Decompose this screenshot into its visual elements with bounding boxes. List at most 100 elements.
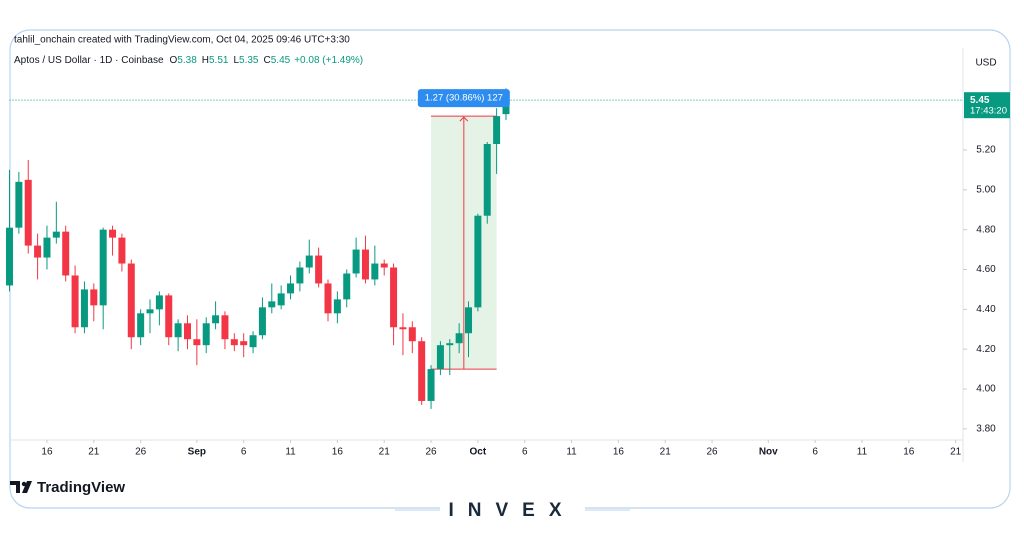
frame-gap [440, 500, 585, 516]
candle-body [436, 345, 444, 370]
candle-body [174, 323, 182, 338]
brand: TradingView [37, 479, 125, 496]
candle-body [137, 313, 145, 338]
candle-body [62, 231, 70, 276]
x-tick-label: 16 [332, 447, 344, 458]
legend-value: 5.35 [239, 55, 259, 66]
candle-body [474, 215, 482, 308]
candle-body [408, 327, 416, 342]
frame [9, 29, 1011, 509]
logo-icon [10, 481, 32, 493]
y-tick-label: 5.20 [976, 145, 996, 156]
candle-body [371, 263, 379, 280]
candle-body [202, 323, 210, 346]
candle-body [240, 341, 248, 346]
x-tick-label: 16 [613, 447, 625, 458]
candle-body [230, 339, 238, 346]
legend-change: +0.08 (+1.49%) [294, 55, 363, 66]
candle-body [343, 273, 351, 300]
x-tick-label: 26 [135, 447, 147, 458]
y-tick-label: 4.40 [976, 304, 996, 315]
x-tick-label: 21 [88, 447, 100, 458]
candle-body [155, 295, 163, 310]
candle-body [43, 237, 51, 258]
candle-body [34, 245, 42, 258]
candle-body [380, 263, 388, 268]
x-tick-label: 16 [903, 447, 915, 458]
y-tick-label: 4.60 [976, 264, 996, 275]
x-tick-label: 21 [660, 447, 672, 458]
x-tick-label: 21 [379, 447, 391, 458]
legend-key: L [233, 55, 239, 66]
candle-body [296, 267, 304, 284]
candle-body [333, 299, 341, 314]
candle-body [221, 315, 229, 340]
price-tag-countdown: 17:43:20 [970, 106, 1007, 117]
x-tick-label: 6 [522, 447, 528, 458]
candle-body [305, 255, 313, 268]
attribution: tahlil_onchain created with TradingView.… [14, 35, 350, 46]
x-tick-label: 26 [425, 447, 437, 458]
x-tick-label: Oct [470, 447, 487, 458]
x-tick-label: 11 [285, 447, 296, 458]
x-tick-label: 11 [566, 447, 577, 458]
candle-body [6, 227, 13, 286]
y-tick-label: 5.00 [976, 184, 996, 195]
candle-body [249, 335, 257, 348]
legend: Aptos / US Dollar · 1D · Coinbase O5.38 H5… [14, 55, 363, 66]
plot: 3.80 4.00 4.20 4.40 4.60 4.80 5.00 5.20 16 21 26 Se… [6, 88, 1010, 458]
x-tick-label: Nov [759, 447, 778, 458]
candle-body [71, 275, 79, 328]
candle-body [52, 231, 60, 238]
candle-body [80, 289, 88, 328]
legend-key: H [202, 55, 209, 66]
candle-body [455, 333, 463, 344]
y-tick-label: 4.20 [976, 344, 996, 355]
price-tag-value: 5.45 [970, 95, 990, 106]
candle-body [15, 181, 23, 228]
watermark: INVEX [448, 500, 575, 521]
x-tick-label: 6 [241, 447, 247, 458]
candle-body [502, 100, 510, 115]
legend-value: 5.38 [177, 55, 197, 66]
price-tag [964, 92, 1010, 119]
candle-body [212, 315, 220, 324]
x-tick-label: Sep [188, 447, 206, 458]
measure-arrowhead [459, 116, 469, 122]
candle-body [258, 307, 266, 336]
measure-label: 1.27 (30.86%) 127 [425, 93, 503, 104]
candle-body [109, 229, 117, 238]
candle-body [483, 144, 491, 216]
tradingview-logo: TradingView [10, 479, 125, 496]
candle-body [315, 255, 323, 284]
y-tick-label: 4.00 [976, 384, 996, 395]
candle-body [183, 323, 191, 340]
candle-body [165, 295, 173, 338]
candle-body [146, 309, 154, 314]
candle-body [193, 339, 201, 346]
candle-body [446, 343, 454, 346]
candle-body [352, 249, 360, 274]
candle-body [418, 341, 426, 401]
x-tick-label: 26 [707, 447, 719, 458]
x-tick-label: 11 [857, 447, 868, 458]
measure-label-bg [417, 89, 510, 108]
currency: USD [975, 58, 996, 69]
x-tick-label: 16 [41, 447, 53, 458]
y-tick-label: 4.80 [976, 224, 996, 235]
symbol: Aptos / US Dollar · 1D · Coinbase [14, 55, 164, 66]
x-tick-label: 6 [812, 447, 818, 458]
x-tick-label: 21 [950, 447, 962, 458]
candle-body [90, 289, 98, 306]
candle-body [465, 307, 473, 334]
legend-key: C [264, 55, 271, 66]
candle-body [118, 237, 126, 264]
candle-body [287, 283, 295, 294]
candle-body [390, 267, 398, 328]
candle-body [399, 327, 407, 330]
candle-body [99, 229, 107, 306]
candle-body [324, 283, 332, 314]
candle-body [24, 179, 32, 246]
